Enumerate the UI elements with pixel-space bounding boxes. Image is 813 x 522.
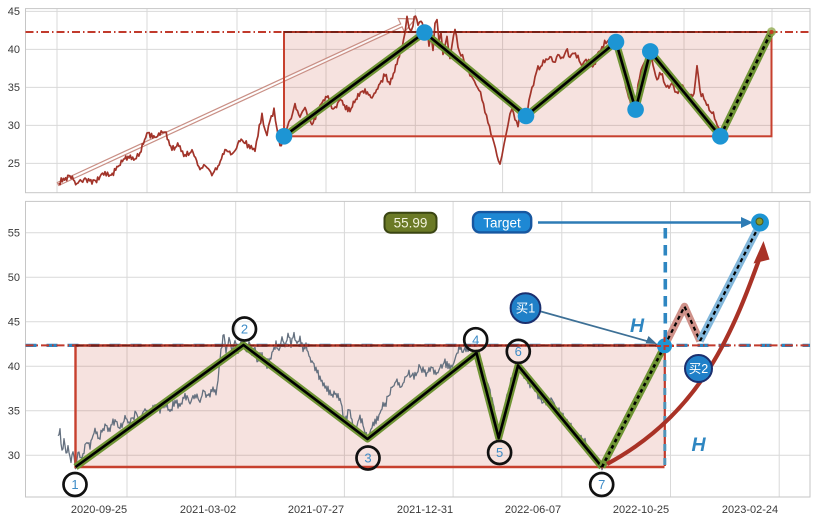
svg-text:35: 35 — [8, 406, 20, 418]
svg-text:40: 40 — [8, 361, 20, 373]
svg-text:2023-02-24: 2023-02-24 — [722, 504, 778, 516]
svg-text:2021-07-27: 2021-07-27 — [288, 504, 344, 516]
svg-text:买1: 买1 — [516, 302, 536, 316]
svg-text:2: 2 — [241, 322, 248, 337]
svg-text:55.99: 55.99 — [394, 216, 428, 231]
svg-text:40: 40 — [8, 44, 20, 56]
svg-text:30: 30 — [8, 450, 20, 462]
svg-text:5: 5 — [496, 445, 503, 460]
svg-text:2022-06-07: 2022-06-07 — [505, 504, 561, 516]
svg-text:买2: 买2 — [689, 362, 709, 376]
svg-text:2021-03-02: 2021-03-02 — [180, 504, 236, 516]
svg-text:7: 7 — [598, 477, 605, 492]
svg-text:H: H — [630, 315, 645, 337]
svg-text:45: 45 — [8, 317, 20, 329]
svg-text:2021-12-31: 2021-12-31 — [397, 504, 453, 516]
svg-text:30: 30 — [8, 120, 20, 132]
svg-text:50: 50 — [8, 272, 20, 284]
svg-text:6: 6 — [515, 344, 522, 359]
svg-text:2020-09-25: 2020-09-25 — [71, 504, 127, 516]
svg-text:2022-10-25: 2022-10-25 — [613, 504, 669, 516]
svg-text:45: 45 — [8, 6, 20, 18]
svg-text:55: 55 — [8, 228, 20, 240]
svg-text:35: 35 — [8, 82, 20, 94]
svg-text:1: 1 — [71, 477, 78, 492]
svg-text:H: H — [691, 434, 706, 456]
svg-text:4: 4 — [472, 332, 479, 347]
svg-text:3: 3 — [364, 451, 371, 466]
svg-text:Target: Target — [483, 215, 521, 230]
svg-text:25: 25 — [8, 158, 20, 170]
